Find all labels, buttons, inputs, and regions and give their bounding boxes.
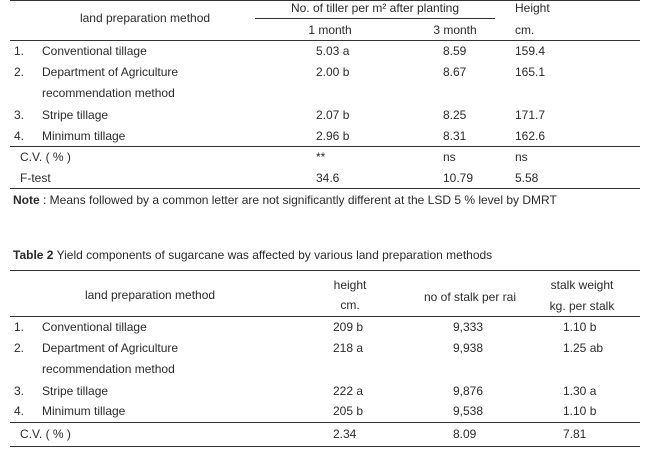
rule xyxy=(10,446,640,447)
cell: 2.00 b xyxy=(316,65,350,79)
header: No. of tiller per m² after planting xyxy=(290,1,460,15)
header: 1 month xyxy=(308,23,352,37)
header: land preparation method xyxy=(79,11,211,25)
cell: 9,938 xyxy=(453,341,484,355)
header: land preparation method xyxy=(84,288,216,302)
header: no of stalk per rai xyxy=(423,290,517,304)
rule xyxy=(10,0,640,1)
stat-label: C.V. ( % ) xyxy=(20,427,71,441)
cell: 10.79 xyxy=(443,171,474,185)
cell: 2.07 b xyxy=(316,108,350,122)
note: Note : Means followed by a common letter… xyxy=(13,193,557,207)
cell: 205 b xyxy=(333,404,364,418)
note-label: Note xyxy=(13,193,40,207)
rule xyxy=(10,188,640,189)
cell: 2.34 xyxy=(333,427,357,441)
row-number: 2. xyxy=(14,341,25,355)
header: Height xyxy=(515,1,550,15)
caption-label: Table 2 xyxy=(13,248,54,262)
cell: 218 a xyxy=(333,341,364,355)
cell: 1.30 a xyxy=(563,384,597,398)
note-text: : Means followed by a common letter are … xyxy=(39,193,557,207)
rule xyxy=(10,422,640,423)
cell: ns xyxy=(443,150,456,164)
header: cm. xyxy=(340,298,360,312)
method: recommendation method xyxy=(42,86,175,100)
row-number: 4. xyxy=(14,404,25,418)
method: Minimum tillage xyxy=(42,404,126,418)
row-number: 1. xyxy=(14,320,25,334)
stat-label: C.V. ( % ) xyxy=(20,150,71,164)
method: recommendation method xyxy=(42,362,175,376)
method: Conventional tillage xyxy=(42,44,147,58)
cell: 9,333 xyxy=(453,320,484,334)
header: cm. xyxy=(515,23,535,37)
rule xyxy=(10,270,640,271)
method: Conventional tillage xyxy=(42,320,147,334)
row-number: 3. xyxy=(14,384,25,398)
cell: 34.6 xyxy=(316,171,340,185)
header: kg. per stalk xyxy=(549,299,615,313)
cell: 222 a xyxy=(333,384,364,398)
row-number: 3. xyxy=(14,108,25,122)
cell: 159.4 xyxy=(515,44,546,58)
caption-text: Yield components of sugarcane was affect… xyxy=(53,248,493,262)
header: height xyxy=(333,278,367,292)
cell: 1.10 b xyxy=(563,320,597,334)
cell: ** xyxy=(316,150,326,164)
cell: ns xyxy=(515,150,528,164)
rule xyxy=(255,18,495,19)
cell: 165.1 xyxy=(515,65,546,79)
cell: 8.31 xyxy=(443,129,467,143)
method: Department of Agriculture xyxy=(42,341,179,355)
row-number: 1. xyxy=(14,44,25,58)
cell: 1.10 b xyxy=(563,404,597,418)
method: Stripe tillage xyxy=(42,108,109,122)
cell: 7.81 xyxy=(563,427,587,441)
cell: 8.59 xyxy=(443,44,467,58)
rule xyxy=(10,316,640,317)
cell: 9,876 xyxy=(453,384,484,398)
cell: 8.67 xyxy=(443,65,467,79)
cell: 8.09 xyxy=(453,427,477,441)
cell: 162.6 xyxy=(515,129,546,143)
cell: 9,538 xyxy=(453,404,484,418)
cell: 1.25 ab xyxy=(563,341,604,355)
method: Minimum tillage xyxy=(42,129,126,143)
cell: 5.58 xyxy=(515,171,539,185)
rule xyxy=(10,40,640,41)
row-number: 4. xyxy=(14,129,25,143)
cell: 5.03 a xyxy=(316,44,350,58)
cell: 171.7 xyxy=(515,108,546,122)
cell: 8.25 xyxy=(443,108,467,122)
cell: 2.96 b xyxy=(316,129,350,143)
method: Stripe tillage xyxy=(42,384,109,398)
header: 3 month xyxy=(433,23,477,37)
row-number: 2. xyxy=(14,65,25,79)
stat-label: F-test xyxy=(20,171,51,185)
caption: Table 2 Yield components of sugarcane wa… xyxy=(13,248,492,262)
header: stalk weight xyxy=(550,278,614,292)
rule xyxy=(10,146,640,147)
method: Department of Agriculture xyxy=(42,65,179,79)
cell: 209 b xyxy=(333,320,364,334)
